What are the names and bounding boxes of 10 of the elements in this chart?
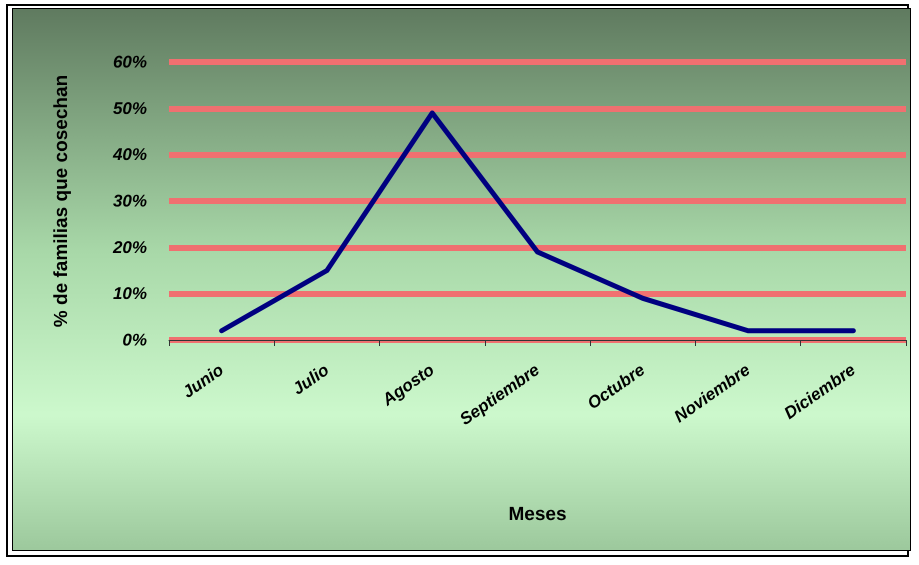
x-tick-label: Julio (288, 360, 332, 399)
y-tick-label: 10% (112, 284, 147, 304)
y-tick-label: 40% (112, 145, 147, 164)
y-tick-label: 50% (112, 98, 147, 118)
x-axis-title: Meses (508, 504, 567, 525)
y-tick-label: 20% (112, 238, 147, 257)
y-tick-label: 0% (122, 330, 147, 350)
y-tick-label: 30% (112, 192, 147, 210)
y-axis-title: % de familias que cosechan (51, 74, 72, 328)
y-tick-label: 60% (112, 52, 147, 72)
